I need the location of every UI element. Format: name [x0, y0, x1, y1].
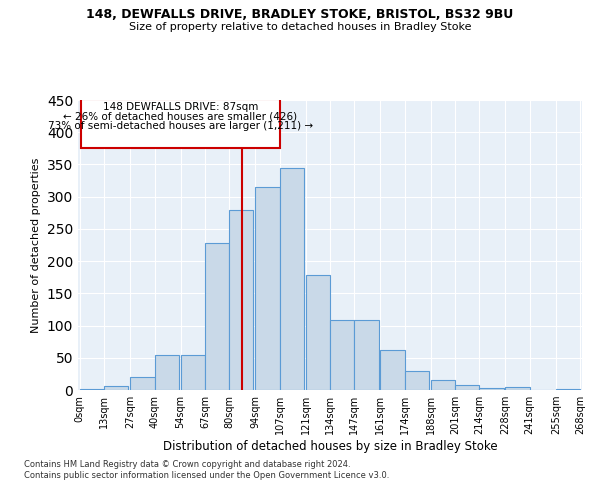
Bar — [229, 210, 253, 390]
X-axis label: Distribution of detached houses by size in Bradley Stoke: Distribution of detached houses by size … — [163, 440, 497, 453]
Text: Contains HM Land Registry data © Crown copyright and database right 2024.: Contains HM Land Registry data © Crown c… — [24, 460, 350, 469]
Text: 148, DEWFALLS DRIVE, BRADLEY STOKE, BRISTOL, BS32 9BU: 148, DEWFALLS DRIVE, BRADLEY STOKE, BRIS… — [86, 8, 514, 20]
Bar — [155, 354, 179, 390]
Bar — [455, 386, 479, 390]
Bar — [205, 243, 229, 390]
Bar — [256, 187, 280, 390]
Bar — [280, 168, 304, 390]
Text: ← 26% of detached houses are smaller (426): ← 26% of detached houses are smaller (42… — [63, 112, 297, 122]
Bar — [80, 388, 104, 390]
Y-axis label: Number of detached properties: Number of detached properties — [31, 158, 41, 332]
Bar — [130, 377, 155, 390]
Text: Size of property relative to detached houses in Bradley Stoke: Size of property relative to detached ho… — [129, 22, 471, 32]
Bar — [431, 380, 455, 390]
Bar — [505, 388, 530, 390]
Bar — [104, 386, 128, 390]
Bar — [380, 350, 404, 390]
Bar — [330, 320, 354, 390]
Bar — [479, 388, 503, 390]
Text: Contains public sector information licensed under the Open Government Licence v3: Contains public sector information licen… — [24, 471, 389, 480]
Text: 73% of semi-detached houses are larger (1,211) →: 73% of semi-detached houses are larger (… — [47, 122, 313, 132]
Bar — [354, 320, 379, 390]
Bar — [306, 276, 330, 390]
Bar — [404, 370, 429, 390]
Bar — [181, 354, 205, 390]
FancyBboxPatch shape — [81, 98, 280, 148]
Text: 148 DEWFALLS DRIVE: 87sqm: 148 DEWFALLS DRIVE: 87sqm — [103, 102, 258, 112]
